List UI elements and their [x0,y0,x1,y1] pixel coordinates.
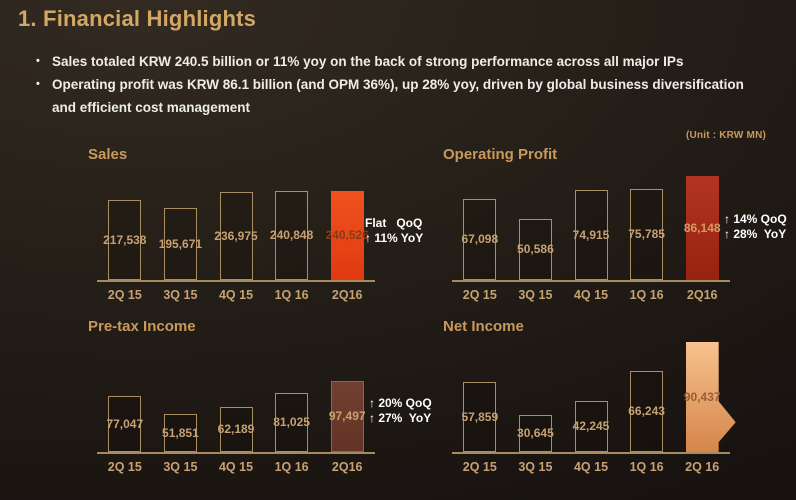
annotation-line: ↑ 20% QoQ [369,396,432,410]
bar-value-label: 195,671 [158,237,203,251]
bar-value-label: 62,189 [217,422,255,436]
category-axis: 2Q 15 3Q 15 4Q 15 1Q 16 2Q 16 [452,460,730,480]
category-label: 1Q 16 [274,460,309,474]
category-label: 3Q 15 [163,460,198,474]
bar [108,396,142,452]
bar-value-label: 66,243 [628,404,665,418]
qoq-yoy-annotation: ↑ 14% QoQ ↑ 28% YoY [724,212,787,242]
bullet-marker: • [36,55,40,67]
category-label: 2Q 15 [107,460,142,474]
bar-value-label: 74,915 [572,228,610,242]
annotation-line: ↑ 11% YoY [365,231,424,245]
category-label: 1Q 16 [274,288,309,302]
bar-value-label: 240,848 [269,228,314,242]
unit-note: (Unit : KRW MN) [686,130,767,141]
bar-value-label: 240,526 [325,228,369,242]
chart-title-sales: Sales [88,146,128,163]
bar [163,414,197,452]
bar [630,371,664,452]
bar-value-label: 90,437 [683,390,721,404]
chart-net-income: Net Income 57,859 30,645 42,245 66,243 90,43… [443,318,795,490]
annotation-line: ↑ 28% YoY [724,227,787,241]
bar [574,190,608,280]
category-label: 2Q 16 [685,460,720,474]
bar [630,189,664,280]
plot-area: 77,047 51,851 62,189 81,025 97,497 [97,334,375,454]
category-label: 4Q 15 [573,288,609,302]
bar [275,191,309,280]
bullet-text: Sales totaled KRW 240.5 billion or 11% y… [52,54,684,69]
highlight-bar [330,381,364,452]
chart-title-net-income: Net Income [443,318,524,335]
bar [219,192,253,280]
highlight-bar [685,176,719,280]
chart-pretax-income: Pre-tax Income 77,047 51,851 62,189 81,025 9… [88,318,440,490]
qoq-yoy-annotation: ↑ 20% QoQ ↑ 27% YoY [369,396,432,426]
bar-value-label: 42,245 [572,419,610,433]
category-label: 2Q 15 [107,288,142,302]
bullet-text: Operating profit was KRW 86.1 billion (a… [52,77,744,115]
bar-value-label: 30,645 [517,426,554,440]
bar [463,199,497,280]
annotation-line: ↑ 14% QoQ [724,212,787,226]
category-label: 2Q16 [686,288,718,302]
plot-area: 67,098 50,586 74,915 75,785 86,148 [452,162,730,282]
category-label: 2Q16 [331,460,363,474]
category-axis: 2Q 15 3Q 15 4Q 15 1Q 16 2Q16 [452,288,730,308]
plot-area: 57,859 30,645 42,245 66,243 90,437 [452,334,736,454]
category-label: 4Q 15 [573,460,609,474]
bar-value-label: 236,975 [214,229,258,243]
chart-sales: Sales 217,538 195,671 236,975 240,848 240,52… [88,146,440,318]
bar-value-label: 51,851 [162,426,199,440]
highlight-bar [330,191,364,280]
bar-value-label: 86,148 [683,221,721,235]
bar [518,219,552,280]
bar-value-label: 75,785 [628,227,665,241]
bar [518,415,552,452]
qoq-yoy-annotation: Flat QoQ ↑ 11% YoY [365,216,423,246]
page-title: 1. Financial Highlights [18,6,257,31]
bullet-item: • Operating profit was KRW 86.1 billion … [36,73,762,119]
category-label: 3Q 15 [163,288,198,302]
category-label: 2Q 15 [462,460,497,474]
annotation-line: Flat QoQ [365,216,423,230]
bar-value-label: 81,025 [273,415,310,429]
bar [574,401,608,452]
category-label: 2Q16 [331,288,363,302]
category-axis: 2Q 15 3Q 15 4Q 15 1Q 16 2Q16 [97,460,375,480]
category-label: 1Q 16 [629,460,664,474]
bar-value-label: 77,047 [106,417,144,431]
bar [275,393,309,452]
plot-area: 217,538 195,671 236,975 240,848 240,526 [97,162,375,282]
bar-value-label: 50,586 [517,242,554,256]
bar [219,407,253,452]
bullet-list: • Sales totaled KRW 240.5 billion or 11%… [36,50,762,119]
bullet-marker: • [36,78,40,90]
category-label: 4Q 15 [218,288,254,302]
bar [463,382,497,452]
chart-title-pretax-income: Pre-tax Income [88,318,196,335]
bar-value-label: 67,098 [461,232,499,246]
bar-value-label: 97,497 [328,409,366,423]
bar [163,208,197,280]
chart-operating-profit: Operating Profit 67,098 50,586 74,915 75,78… [443,146,795,318]
chart-title-operating-profit: Operating Profit [443,146,558,163]
category-label: 2Q 15 [462,288,497,302]
category-label: 3Q 15 [518,460,553,474]
category-label: 4Q 15 [218,460,254,474]
bar-value-label: 217,538 [103,233,147,247]
bar [108,200,142,280]
category-label: 3Q 15 [518,288,553,302]
category-label: 1Q 16 [629,288,664,302]
category-axis: 2Q 15 3Q 15 4Q 15 1Q 16 2Q16 [97,288,375,308]
bar-value-label: 57,859 [461,410,499,424]
annotation-line: ↑ 27% YoY [369,411,432,425]
bullet-item: • Sales totaled KRW 240.5 billion or 11%… [36,50,762,73]
